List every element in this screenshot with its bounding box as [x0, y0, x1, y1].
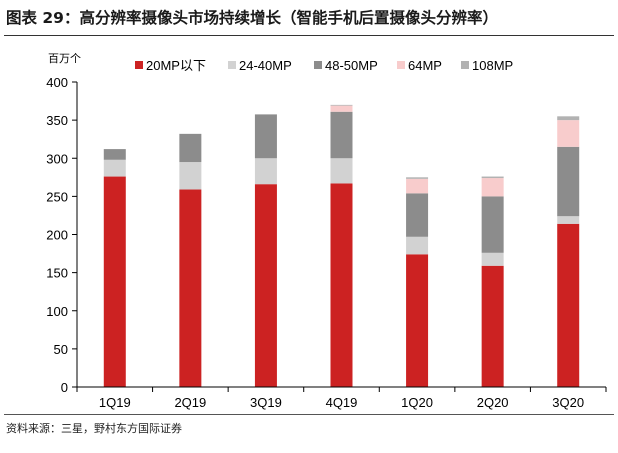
- bar-segment-48-50mp-2q19: [179, 133, 202, 163]
- legend-label: 20MP以下: [146, 58, 206, 73]
- x-tick-label: 3Q19: [250, 395, 282, 410]
- y-tick-label: 50: [54, 342, 68, 357]
- x-tick-label: 2Q19: [174, 395, 206, 410]
- bar-segment-108mp-1q20: [406, 177, 429, 179]
- bar-segment-48-50mp-1q19: [103, 149, 126, 160]
- bar-segment-48-50mp-3q20: [557, 146, 580, 217]
- title-divider: [4, 35, 614, 36]
- y-tick-label: 0: [61, 380, 68, 395]
- x-tick-label: 1Q19: [99, 395, 131, 410]
- x-tick-label: 3Q20: [552, 395, 584, 410]
- legend-swatch: [135, 61, 143, 69]
- source-note: 资料来源：三星，野村东方国际证券: [6, 422, 182, 435]
- bar-segment-20mp-1q20: [406, 254, 429, 387]
- bar-segment-24-40mp-3q20: [557, 216, 580, 224]
- bar-segment-20mp-3q20: [557, 223, 580, 387]
- bar-segment-108mp-3q20: [557, 116, 580, 121]
- bar-segment-48-50mp-2q20: [481, 196, 504, 253]
- bar-segment-24-40mp-2q20: [481, 252, 504, 266]
- y-axis: 0 50 100 150 200 250 300 350 400: [46, 75, 78, 395]
- bar-segment-108mp-2q20: [481, 176, 504, 179]
- bar-segment-20mp-4q19: [330, 183, 353, 387]
- bar-segment-24-40mp-2q19: [179, 162, 202, 190]
- bar-segment-48-50mp-4q19: [330, 111, 353, 159]
- x-tick-label: 1Q20: [401, 395, 433, 410]
- legend-swatch: [228, 61, 236, 69]
- bar-segment-20mp-2q19: [179, 189, 202, 387]
- legend-label: 64MP: [408, 58, 442, 73]
- y-tick-label: 400: [46, 75, 68, 90]
- bar-segment-108mp-3q19: [254, 114, 277, 115]
- bar-segment-64mp-3q20: [557, 120, 580, 147]
- bar-segment-64mp-4q19: [330, 105, 353, 112]
- bar-segment-20mp-1q19: [103, 176, 126, 387]
- y-tick-label: 250: [46, 189, 68, 204]
- y-axis-label: 百万个: [48, 52, 81, 65]
- bar-segment-48-50mp-3q19: [254, 114, 277, 159]
- legend-swatch: [314, 61, 322, 69]
- figure-title: 图表 29：高分辨率摄像头市场持续增长（智能手机后置摄像头分辨率）: [6, 9, 498, 27]
- legend-swatch: [397, 61, 405, 69]
- bar-segment-20mp-2q20: [481, 265, 504, 387]
- chart-legend: 20MP以下 24-40MP 48-50MP 64MP 108MP: [135, 58, 513, 73]
- bar-segment-24-40mp-1q19: [103, 159, 126, 177]
- y-tick-label: 350: [46, 113, 68, 128]
- y-tick-label: 150: [46, 266, 68, 281]
- legend-label: 24-40MP: [239, 58, 292, 73]
- bar-segment-24-40mp-1q20: [406, 236, 429, 255]
- bar-segment-108mp-4q19: [330, 104, 353, 106]
- legend-label: 108MP: [472, 58, 513, 73]
- bar-segment-20mp-3q19: [254, 184, 277, 387]
- y-tick-label: 200: [46, 228, 68, 243]
- source-divider: [4, 414, 614, 415]
- x-tick-label: 2Q20: [477, 395, 509, 410]
- bar-segment-24-40mp-3q19: [254, 158, 277, 185]
- bar-segment-48-50mp-1q20: [406, 193, 429, 237]
- bar-segment-64mp-2q20: [481, 178, 504, 197]
- bar-segment-64mp-1q20: [406, 178, 429, 194]
- bars-group: [103, 104, 580, 387]
- x-tick-label: 4Q19: [326, 395, 358, 410]
- y-tick-label: 100: [46, 304, 68, 319]
- y-tick-label: 300: [46, 151, 68, 166]
- x-axis: 1Q19 2Q19 3Q19 4Q19 1Q20 2Q20 3Q20: [76, 386, 607, 410]
- legend-swatch: [461, 61, 469, 69]
- legend-label: 48-50MP: [325, 58, 378, 73]
- bar-segment-24-40mp-4q19: [330, 158, 353, 184]
